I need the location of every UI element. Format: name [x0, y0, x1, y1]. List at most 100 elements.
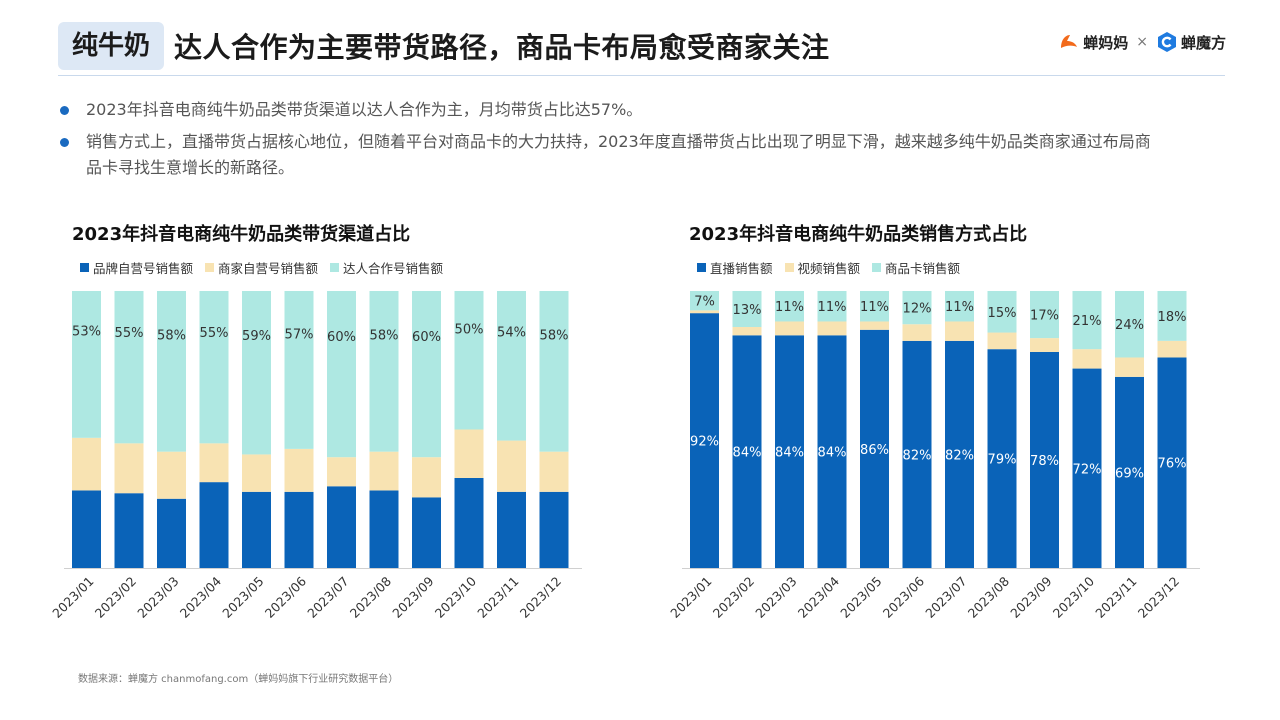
data-label: 79% — [988, 453, 1017, 468]
x-tick-label: 2023/01 — [667, 574, 714, 621]
data-label: 54% — [497, 325, 526, 340]
bar-segment-3 — [242, 291, 271, 455]
bar-segment-1 — [817, 335, 847, 568]
bar-segment-3 — [72, 291, 101, 438]
summary-bullets: 2023年抖音电商纯牛奶品类带货渠道以达人合作为主，月均带货占比达57%。 销售… — [60, 97, 1160, 187]
data-label: 7% — [694, 295, 715, 310]
x-tick-label: 2023/09 — [1007, 573, 1054, 620]
legend-swatch — [872, 263, 882, 272]
data-label: 18% — [1158, 310, 1187, 325]
bar-segment-2 — [242, 454, 271, 492]
data-label: 15% — [988, 306, 1017, 321]
x-tick-label: 2023/08 — [347, 573, 394, 620]
bar-segment-3 — [327, 291, 356, 458]
x-tick-label: 2023/03 — [752, 574, 799, 621]
bar-segment-2 — [902, 324, 932, 341]
bar-segment-3 — [157, 291, 186, 452]
x-tick-label: 2023/12 — [1135, 574, 1182, 621]
bar-segment-1 — [72, 490, 101, 568]
bar-segment-3 — [412, 291, 441, 458]
legend-item: 商家自营号销售额 — [205, 258, 318, 277]
logo-separator: × — [1136, 34, 1148, 50]
sales-method-chart: 92% 7% 2023/01 84% 13% 2023/02 84% 11% 2023/03 84… — [667, 291, 1200, 621]
bar-segment-1 — [860, 329, 889, 568]
bar-segment-2 — [114, 443, 144, 494]
data-label: 11% — [860, 300, 889, 315]
bullet-text: 销售方式上，直播带货占据核心地位，但随着平台对商品卡的大力扶持，2023年度直播… — [86, 132, 1151, 177]
data-label: 72% — [1073, 462, 1102, 477]
bar-segment-1 — [369, 490, 399, 568]
bar-segment-3 — [987, 291, 1017, 333]
data-label: 24% — [1115, 318, 1144, 333]
bullet-dot — [60, 106, 69, 115]
bar-segment-3 — [454, 291, 484, 430]
bar-segment-3 — [775, 291, 804, 322]
bar-segment-2 — [1030, 338, 1059, 352]
data-label: 13% — [733, 303, 762, 318]
header-divider — [58, 75, 1225, 76]
bar-segment-3 — [199, 291, 229, 444]
bar-segment-3 — [369, 291, 399, 452]
chanmofang-logo-text: 蝉魔方 — [1180, 33, 1226, 52]
bar-segment-2 — [199, 443, 229, 483]
legend-item: 达人合作号销售额 — [330, 258, 443, 277]
x-tick-label: 2023/02 — [92, 574, 139, 621]
data-label: 58% — [540, 328, 569, 343]
bar-segment-1 — [1157, 357, 1187, 568]
bullet-dot — [60, 138, 69, 147]
data-label: 78% — [1030, 454, 1059, 469]
legend-swatch — [697, 263, 706, 272]
data-label: 60% — [327, 330, 356, 345]
chanmama-logo-text: 蝉妈妈 — [1083, 33, 1129, 52]
bar-segment-1 — [945, 340, 974, 568]
bar-segment-2 — [412, 457, 441, 498]
category-tag: 纯牛奶 — [58, 22, 165, 70]
data-label: 92% — [690, 435, 719, 450]
data-label: 55% — [115, 326, 144, 341]
data-label: 76% — [1158, 457, 1187, 472]
legend-swatch — [784, 263, 794, 272]
x-tick-label: 2023/09 — [389, 573, 436, 620]
legend-swatch — [80, 263, 89, 272]
bar-segment-2 — [1157, 340, 1187, 358]
legend-swatch — [205, 263, 215, 272]
channel-share-chart: 53% 2023/01 55% 2023/02 58% 2023/03 55% 2023/04… — [49, 291, 582, 621]
bar-segment-2 — [1072, 349, 1102, 369]
bar-segment-3 — [539, 291, 569, 452]
bar-segment-2 — [539, 451, 569, 492]
x-tick-label: 2023/11 — [474, 574, 521, 621]
data-label: 82% — [903, 448, 932, 463]
bar-segment-2 — [157, 451, 186, 499]
bar-segment-1 — [775, 335, 804, 568]
bar-segment-2 — [327, 457, 356, 487]
x-tick-label: 2023/01 — [49, 574, 96, 621]
data-label: 11% — [775, 300, 804, 315]
bar-segment-2 — [775, 321, 804, 336]
data-label: 12% — [903, 302, 932, 317]
data-label: 53% — [72, 325, 101, 340]
data-label: 60% — [412, 330, 441, 345]
legend-label: 直播销售额 — [710, 261, 773, 276]
bar-segment-3 — [902, 291, 932, 325]
chart-title-method: 2023年抖音电商纯牛奶品类销售方式占比 — [689, 224, 1028, 245]
bar-segment-1 — [412, 497, 441, 568]
data-label: 59% — [242, 329, 271, 344]
x-tick-label: 2023/06 — [880, 573, 927, 620]
x-tick-label: 2023/12 — [517, 574, 564, 621]
bar-segment-1 — [1030, 351, 1059, 568]
data-label: 11% — [945, 300, 974, 315]
bar-segment-3 — [1157, 291, 1187, 341]
bar-segment-3 — [945, 291, 974, 322]
x-tick-label: 2023/11 — [1092, 574, 1139, 621]
chanmama-logo: 蝉妈妈 — [1058, 31, 1128, 53]
bar-segment-3 — [1072, 291, 1102, 350]
bar-segment-1 — [157, 498, 186, 568]
legend-item: 直播销售额 — [697, 258, 773, 277]
bar-segment-1 — [539, 491, 569, 568]
x-tick-label: 2023/10 — [432, 573, 479, 620]
data-label: 84% — [733, 446, 762, 461]
chanmofang-logo: 蝉魔方 — [1156, 31, 1226, 53]
x-tick-label: 2023/07 — [922, 574, 969, 621]
data-label: 57% — [285, 328, 314, 343]
data-label: 86% — [860, 443, 889, 458]
